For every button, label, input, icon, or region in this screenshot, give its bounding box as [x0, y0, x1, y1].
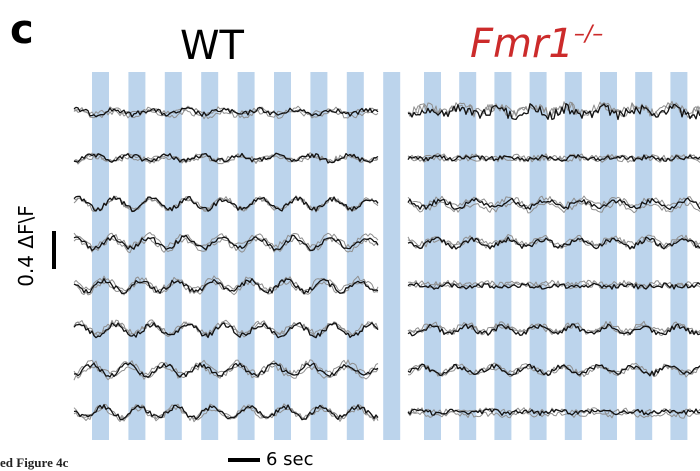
mean-trace: [73, 152, 379, 164]
stimulus-band: [564, 72, 582, 440]
mean-trace: [73, 362, 379, 378]
wt-title: WT: [180, 23, 244, 69]
vertical-scale-text: 0.4 ΔF\F: [14, 205, 38, 287]
trial-trace: [407, 320, 700, 334]
stimulus-band: [494, 72, 512, 440]
mean-trace: [73, 234, 379, 252]
mean-trace: [73, 322, 379, 339]
mean-trace: [407, 154, 700, 162]
stimulus-band: [670, 72, 688, 440]
panel-letter: c: [10, 7, 34, 53]
mean-trace: [407, 408, 700, 416]
figure-caption-fragment: ed Figure 4c: [0, 455, 69, 470]
mean-trace: [407, 197, 700, 211]
mean-trace: [73, 404, 379, 421]
trial-trace: [407, 411, 700, 419]
vertical-scale-label: 0.4 ΔF\F: [6, 196, 46, 296]
trial-trace: [73, 319, 379, 336]
trial-trace: [73, 232, 379, 249]
trial-trace: [407, 279, 700, 288]
stimulus-band: [600, 72, 617, 440]
stimulus-band: [346, 72, 364, 440]
stimulus-band: [164, 72, 182, 440]
trial-trace: [407, 100, 700, 118]
stimulus-band: [201, 72, 219, 440]
trial-trace: [73, 195, 379, 212]
trial-trace: [73, 236, 379, 254]
stimulus-band: [635, 72, 653, 440]
fmr1-title-superscript: –/–: [573, 22, 604, 47]
panel-fmr1: [407, 72, 700, 440]
stimulus-band: [383, 72, 401, 440]
mean-trace: [407, 103, 700, 121]
mean-trace: [73, 278, 379, 295]
stimulus-band: [128, 72, 146, 440]
trial-trace: [407, 234, 700, 247]
stimulus-band: [459, 72, 477, 440]
stimulus-band: [237, 72, 255, 440]
fmr1-title: Fmr1–/–: [470, 21, 604, 67]
time-scale-label: 6 sec: [266, 449, 314, 470]
stimulus-band: [529, 72, 547, 440]
mean-trace: [407, 363, 700, 377]
trial-trace: [73, 364, 379, 381]
mean-trace: [407, 281, 700, 290]
mean-trace: [73, 106, 379, 118]
mean-trace: [73, 195, 379, 213]
vertical-scale-bar: [52, 231, 56, 269]
stimulus-band: [274, 72, 291, 440]
fmr1-title-main: Fmr1: [470, 21, 574, 67]
trial-trace: [73, 109, 379, 120]
horizontal-scale-bar: [228, 458, 260, 462]
mean-trace: [407, 236, 700, 250]
stimulus-band: [310, 72, 328, 440]
trial-trace: [73, 359, 379, 376]
trial-trace: [407, 155, 700, 163]
panel-wt: [73, 72, 401, 440]
trial-trace: [407, 201, 700, 214]
stimulus-band: [424, 72, 441, 440]
stimulus-band: [92, 72, 109, 440]
mean-trace: [407, 323, 700, 337]
